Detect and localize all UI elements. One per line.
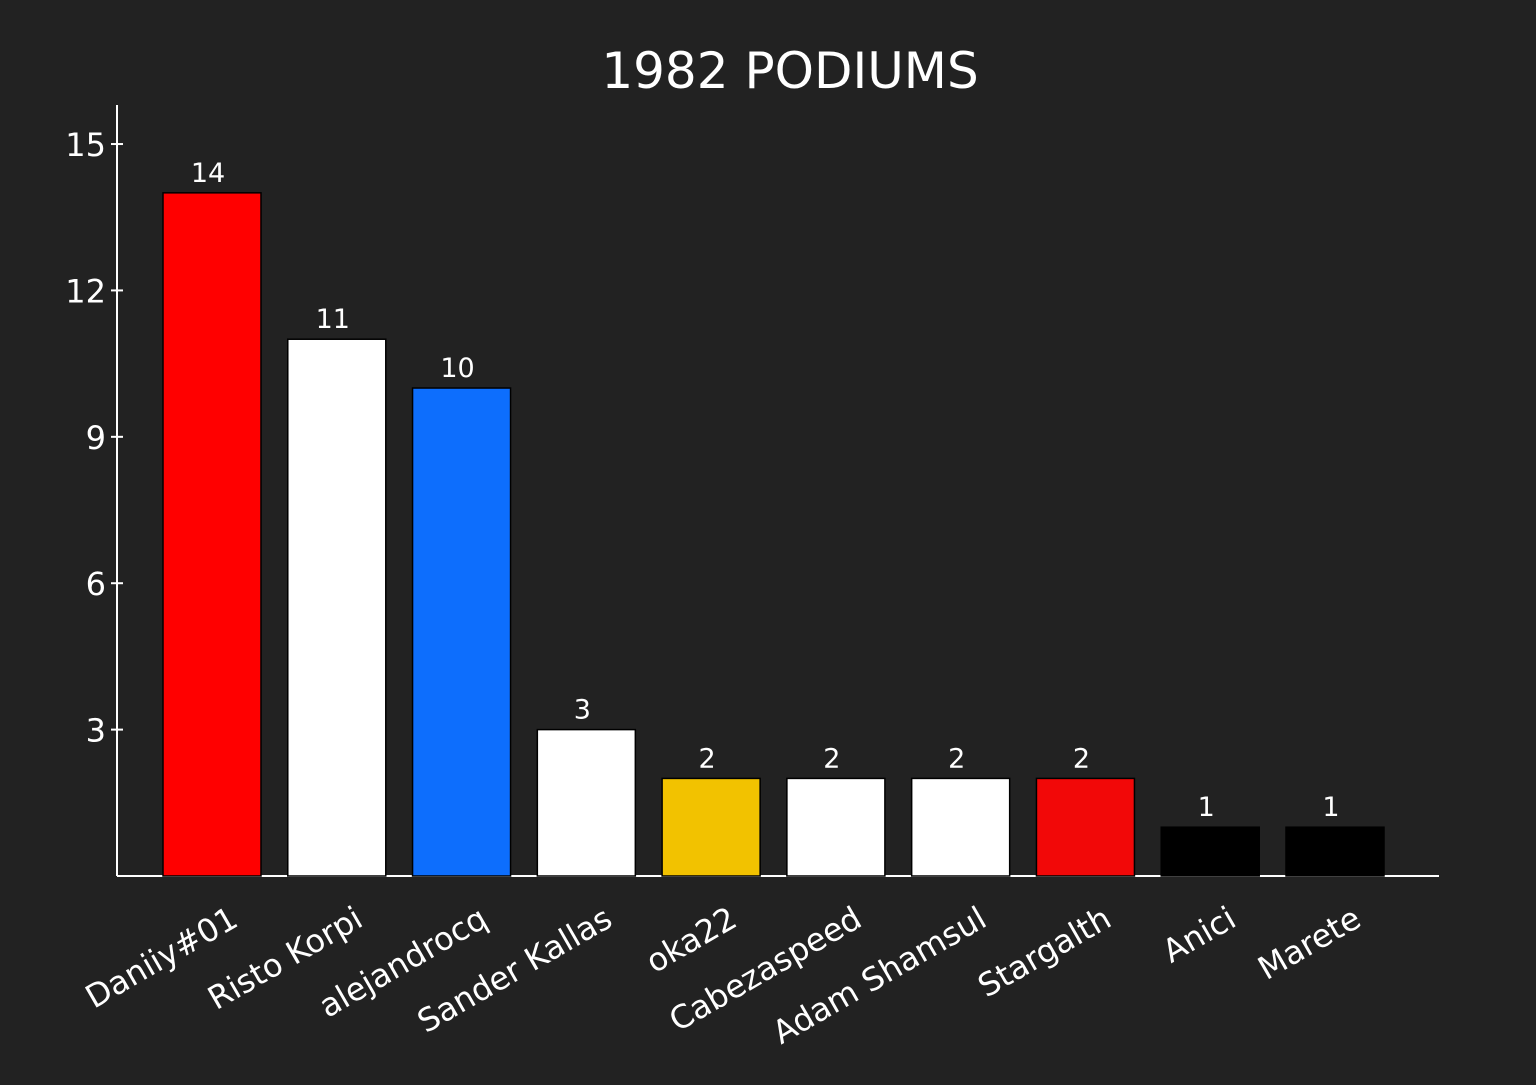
data-label: 14: [191, 158, 225, 189]
bar: [1160, 826, 1260, 877]
y-tick-label: 6: [86, 565, 106, 603]
bars: [162, 192, 1385, 877]
data-label: 2: [1073, 743, 1090, 774]
y-axis-ticks: 3 6 9 12 15: [65, 126, 123, 750]
data-label: 1: [1198, 792, 1215, 823]
data-label: 1: [1322, 792, 1339, 823]
data-label: 3: [574, 695, 591, 726]
data-label: 2: [699, 743, 716, 774]
bar: [786, 777, 886, 877]
bar: [1035, 777, 1136, 877]
bar: [1285, 826, 1385, 877]
bar: [287, 338, 387, 877]
y-tick-label: 12: [65, 272, 106, 310]
data-label: 2: [823, 743, 840, 774]
chart-title: 1982 PODIUMS: [601, 42, 978, 100]
bar: [910, 777, 1011, 877]
y-tick-label: 9: [86, 419, 106, 457]
data-label: 10: [440, 353, 474, 384]
bar: [661, 777, 761, 877]
data-label: 2: [948, 743, 965, 774]
y-tick-label: 15: [65, 126, 106, 164]
bar: [411, 387, 512, 877]
bar: [536, 728, 637, 877]
data-label: 11: [316, 304, 350, 335]
y-tick-label: 3: [86, 712, 106, 750]
bar: [162, 192, 262, 877]
